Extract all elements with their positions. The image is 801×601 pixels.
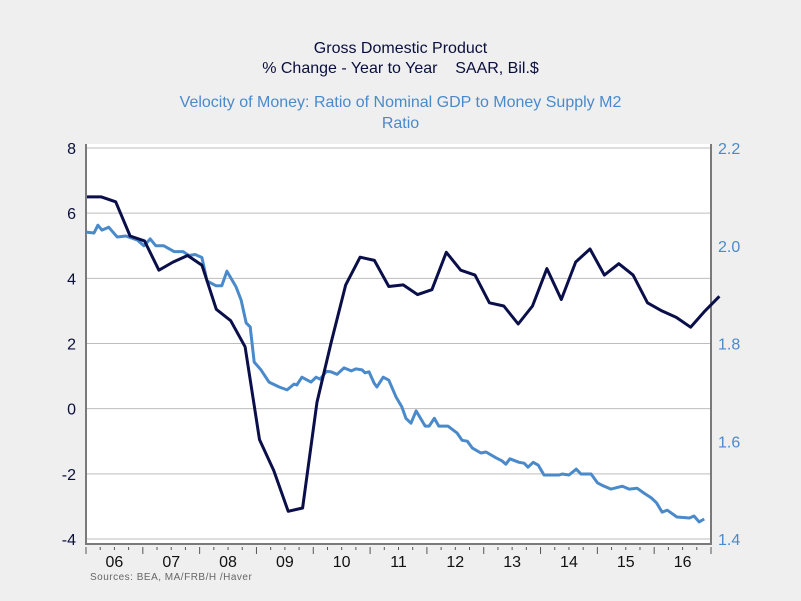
x-tick-label: 06 [106,554,124,571]
x-tick-label: 07 [162,554,180,571]
x-tick-label: 10 [333,554,351,571]
x-tick-label: 11 [390,554,407,571]
right-tick-label: 1.8 [718,337,740,354]
right-tick-label: 1.4 [718,532,740,549]
x-tick-label: 16 [674,554,692,571]
left-tick-label: 0 [67,402,76,419]
gdp-subtitle: % Change - Year to Year SAAR, Bil.$ [262,60,539,77]
left-tick-label: -4 [62,532,76,549]
left-tick-label: 6 [67,206,76,223]
gdp-line [87,195,721,513]
x-tick-label: 12 [446,554,464,571]
left-tick-label: 4 [67,271,76,288]
sources-note: Sources: BEA, MA/FRB/H /Haver [90,572,253,583]
right-tick-label: 2.2 [718,141,740,158]
left-tick-label: -2 [62,467,76,484]
x-tick-label: 08 [219,554,237,571]
left-tick-label: 8 [67,141,76,158]
velocity-subtitle: Ratio [381,115,420,132]
plot-border [85,144,712,545]
x-tick-label: 13 [503,554,521,571]
x-tick-label: 14 [560,554,578,571]
velocity-line [85,223,705,524]
left-tick-label: 2 [67,337,76,354]
x-tick-label: 15 [617,554,635,571]
right-tick-label: 2.0 [718,239,740,256]
x-tick-label: 09 [276,554,294,571]
velocity-title: Velocity of Money: Ratio of Nominal GDP … [179,94,622,111]
right-tick-label: 1.6 [718,434,740,451]
gdp-title: Gross Domestic Product [313,40,488,57]
